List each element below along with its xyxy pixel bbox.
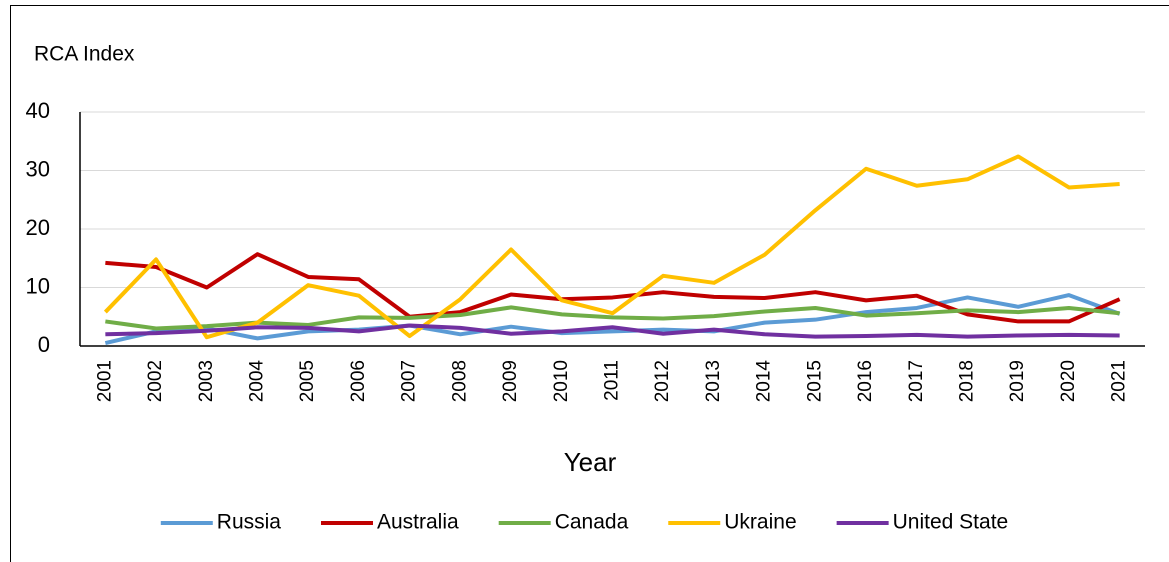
x-axis-label: Year xyxy=(564,447,617,477)
x-tick-label: 2013 xyxy=(703,360,724,402)
x-tick-label: 2020 xyxy=(1058,360,1079,402)
legend: Russia Australia Canada Ukraine United State xyxy=(160,511,1009,534)
x-tick-label: 2005 xyxy=(297,360,318,402)
x-tick-label: 2019 xyxy=(1007,360,1028,402)
x-tick-label: 2011 xyxy=(602,360,623,401)
series-line xyxy=(105,323,1120,339)
x-tick-label: 2015 xyxy=(804,360,825,402)
x-tick-label: 2008 xyxy=(449,360,470,402)
x-tick-label: 2018 xyxy=(957,360,978,402)
x-tick-label: 2012 xyxy=(652,360,673,402)
series-line xyxy=(105,305,1120,331)
legend-label: United State xyxy=(893,511,1009,534)
x-tick-label: 2007 xyxy=(399,360,420,402)
x-tick-label: 2003 xyxy=(196,360,217,402)
y-tick-label: 20 xyxy=(26,215,50,240)
x-tick-label: 2009 xyxy=(500,360,521,402)
legend-label: Ukraine xyxy=(724,511,796,534)
x-tick-label: 2001 xyxy=(94,360,115,402)
series-line xyxy=(105,252,1121,324)
y-tick-label: 0 xyxy=(38,332,50,357)
x-tick-label: 2021 xyxy=(1109,360,1130,402)
y-tick-label: 40 xyxy=(26,98,50,123)
x-tick-label: 2010 xyxy=(551,360,572,402)
legend-label: Canada xyxy=(555,511,629,534)
legend-label: Australia xyxy=(377,511,459,534)
x-tick-label: 2002 xyxy=(145,360,166,402)
x-tick-label: 2016 xyxy=(855,360,876,402)
x-tick-label: 2017 xyxy=(906,360,927,402)
x-tick-label: 2004 xyxy=(247,360,268,403)
y-tick-label: 30 xyxy=(26,156,50,181)
y-axis-label: RCA Index xyxy=(34,43,135,66)
x-tick-label: 2014 xyxy=(754,360,775,403)
y-tick-label: 10 xyxy=(26,273,50,298)
series-line xyxy=(104,293,1121,346)
legend-label: Russia xyxy=(217,511,282,534)
frame xyxy=(10,5,1169,562)
series-line xyxy=(103,154,1120,340)
x-tick-label: 2006 xyxy=(348,360,369,402)
